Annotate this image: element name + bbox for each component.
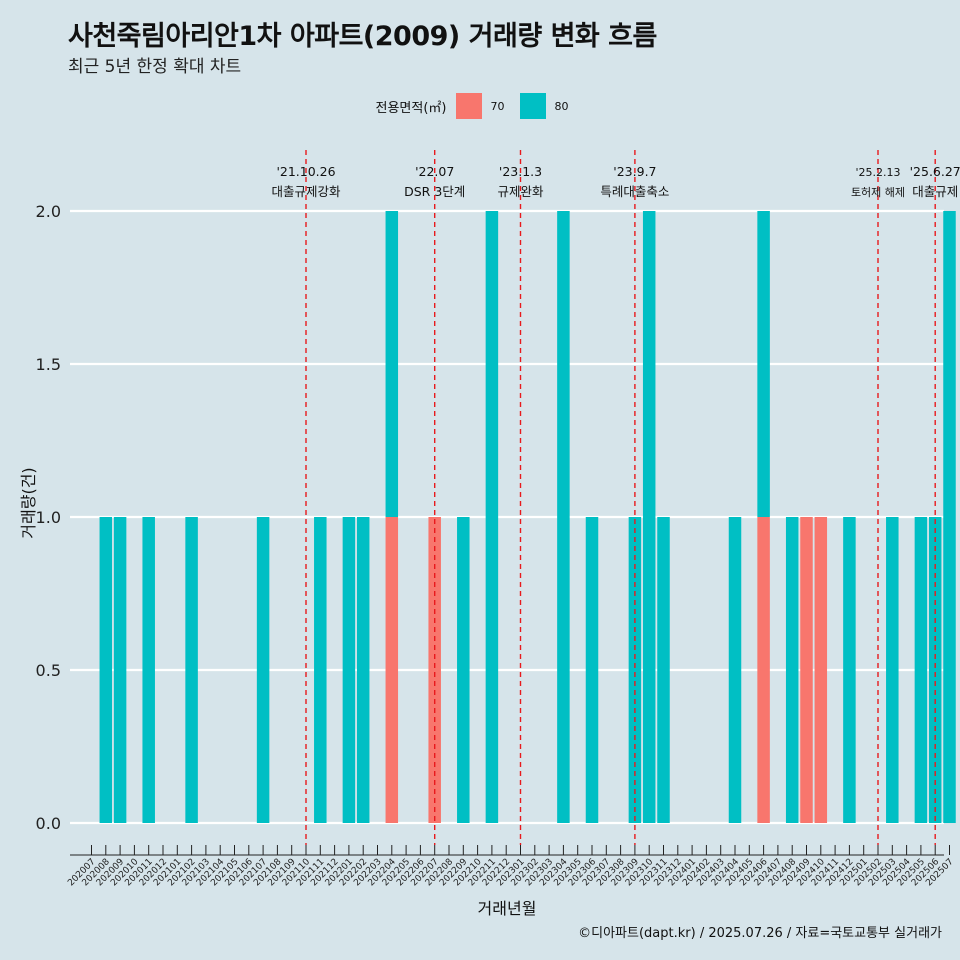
bar-80-202111 (314, 517, 327, 823)
event-text-label: 규제완화 (497, 184, 544, 199)
legend-label-80: 80 (554, 99, 569, 113)
bar-80-202309 (628, 517, 642, 823)
bar-70-202207 (428, 517, 441, 823)
bar-80-202506 (928, 517, 942, 823)
legend: 전용면적(㎡) 70 80 (0, 93, 960, 119)
event-date-label: '23.1.3 (499, 164, 542, 179)
bar-80-202008 (99, 517, 113, 823)
bar-80-202311 (657, 517, 670, 823)
event-text-label: 대출규제 (912, 184, 958, 199)
y-axis-title: 거래량(건) (19, 467, 38, 538)
bar-80-202507 (943, 211, 956, 823)
bar-80-202408 (785, 517, 799, 823)
bar-80-202404 (728, 517, 742, 823)
legend-key-80 (520, 93, 547, 119)
event-date-label: '25.6.27 (910, 164, 960, 179)
event-text-label: 대출규제강화 (271, 184, 341, 199)
bar-80-202406 (757, 211, 770, 517)
event-date-label: '23.9.7 (613, 164, 656, 179)
bar-80-202204 (385, 211, 399, 517)
bar-70-202409 (800, 517, 813, 823)
bar-80-202503 (886, 517, 899, 823)
event-text-label: 토허제 해제 (851, 185, 905, 199)
bar-80-202209 (457, 517, 470, 823)
bar-80-202412 (843, 517, 856, 823)
bar-70-202406 (757, 517, 770, 823)
bar-80-202107 (256, 517, 270, 823)
event-text-label: DSR 3단계 (404, 184, 465, 199)
legend-key-70 (456, 93, 483, 119)
y-tick-label: 2.0 (36, 202, 61, 221)
bar-80-202202 (356, 517, 370, 823)
chart-title: 사천죽림아리안1차 아파트(2009) 거래량 변화 흐름 (68, 21, 657, 52)
event-text-label: 특례대출축소 (600, 184, 669, 199)
event-date-label: '25.2.13 (855, 166, 900, 179)
x-axis-title: 거래년월 (478, 899, 537, 918)
source-caption: ©디아파트(dapt.kr) / 2025.07.26 / 자료=국토교통부 실… (578, 926, 942, 941)
bar-80-202310 (642, 211, 656, 823)
bar-80-202306 (585, 517, 599, 823)
y-tick-label: 0.0 (36, 814, 61, 833)
bar-80-202505 (914, 517, 928, 823)
bar-80-202011 (142, 517, 155, 823)
bar-80-202304 (557, 211, 570, 823)
event-date-label: '21.10.26 (276, 164, 335, 179)
bar-80-202201 (342, 517, 356, 823)
bar-70-202204 (385, 517, 399, 823)
y-tick-label: 1.0 (36, 508, 61, 527)
y-tick-label: 1.5 (36, 355, 61, 374)
bar-80-202102 (185, 517, 198, 823)
y-tick-label: 0.5 (36, 661, 61, 680)
legend-label-70: 70 (490, 99, 505, 113)
bar-80-202211 (485, 211, 499, 823)
chart-subtitle: 최근 5년 한정 확대 차트 (68, 57, 242, 77)
event-date-label: '22.07 (415, 164, 454, 179)
bar-80-202009 (113, 517, 127, 823)
legend-title: 전용면적(㎡) (375, 100, 447, 116)
bar-70-202410 (814, 517, 828, 823)
